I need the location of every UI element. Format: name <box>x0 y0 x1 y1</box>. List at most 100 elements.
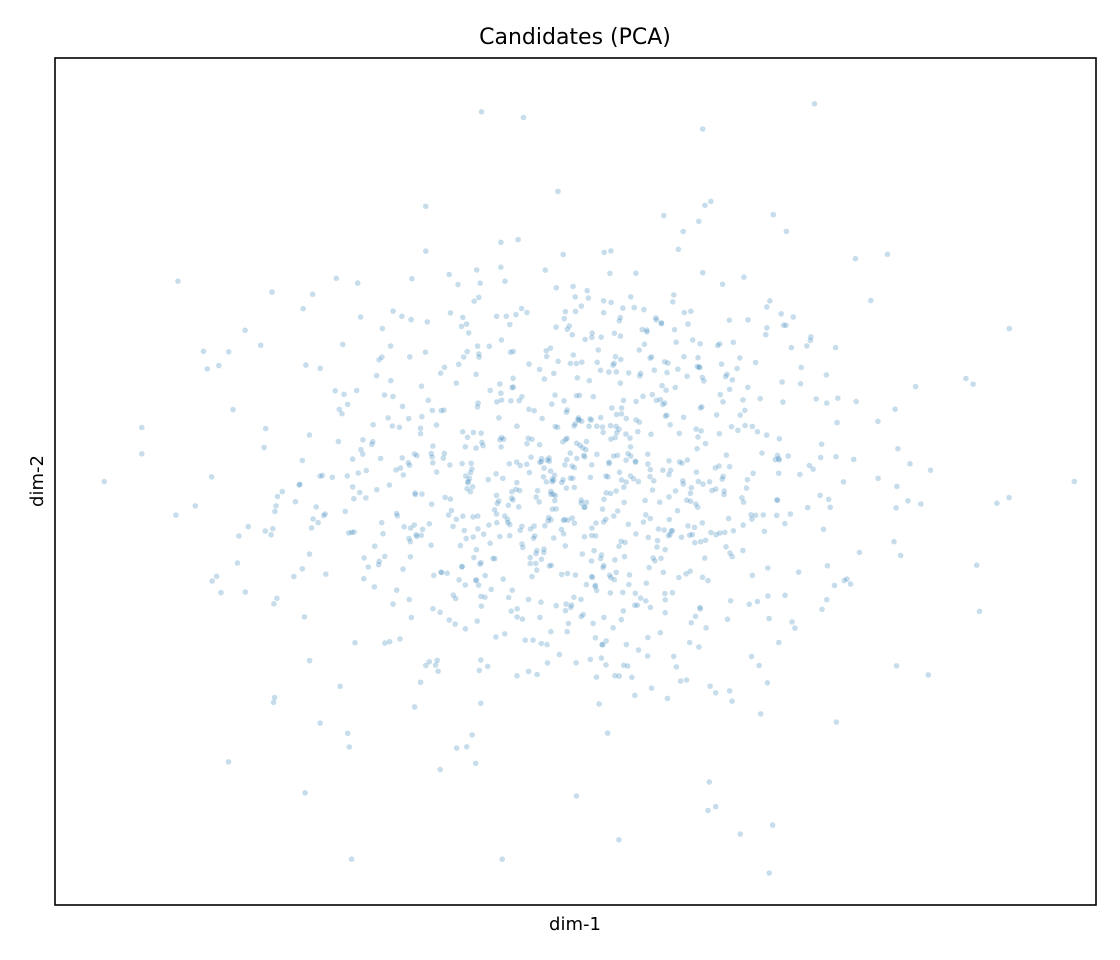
data-point <box>892 406 898 413</box>
data-point <box>603 490 609 496</box>
data-point <box>576 392 583 399</box>
data-point <box>621 662 627 669</box>
data-point <box>737 355 743 361</box>
data-point <box>575 416 581 423</box>
data-point <box>666 516 673 523</box>
data-point <box>831 582 838 589</box>
data-point <box>552 492 559 499</box>
data-point <box>329 474 336 481</box>
data-point <box>617 380 624 386</box>
data-point <box>428 501 435 508</box>
data-point <box>627 444 634 450</box>
data-point <box>533 560 539 567</box>
data-point <box>583 446 589 453</box>
data-point <box>583 499 590 506</box>
data-point <box>417 430 424 437</box>
data-point <box>661 527 667 533</box>
data-point <box>722 373 729 380</box>
data-point <box>242 589 249 595</box>
data-point <box>583 581 590 588</box>
data-point <box>614 508 621 514</box>
data-point <box>773 512 780 519</box>
data-point <box>536 499 542 505</box>
data-point <box>526 406 532 413</box>
data-point <box>895 445 901 452</box>
data-point <box>430 605 436 612</box>
data-point <box>646 564 652 571</box>
data-point <box>656 499 663 506</box>
data-point <box>694 445 700 452</box>
data-point <box>684 373 690 380</box>
data-point <box>242 327 248 334</box>
data-point <box>749 516 755 522</box>
data-point <box>648 685 655 691</box>
data-point <box>600 429 606 436</box>
data-point <box>466 475 473 482</box>
data-point <box>567 360 574 367</box>
data-point <box>399 313 405 320</box>
data-point <box>390 393 396 400</box>
data-point <box>473 371 479 378</box>
data-point <box>406 535 412 542</box>
data-point <box>470 429 477 436</box>
data-point <box>598 552 605 558</box>
data-point <box>446 271 453 278</box>
data-point <box>549 476 555 482</box>
data-point <box>437 609 443 616</box>
data-point <box>382 553 388 560</box>
data-point <box>759 450 765 456</box>
data-point <box>564 456 570 463</box>
data-point <box>574 375 581 381</box>
data-point <box>411 704 418 710</box>
data-point <box>390 601 396 607</box>
data-point <box>419 491 425 497</box>
data-point <box>708 529 714 536</box>
data-point <box>782 520 788 527</box>
data-point <box>616 837 622 843</box>
data-point <box>517 527 523 534</box>
data-point <box>578 596 584 603</box>
data-point <box>634 602 641 608</box>
data-point <box>789 619 795 625</box>
data-point <box>554 424 561 431</box>
data-point <box>537 614 543 621</box>
data-point <box>724 616 731 623</box>
data-point <box>381 392 388 398</box>
data-point <box>645 451 651 458</box>
data-point <box>760 512 767 518</box>
data-point <box>509 488 515 495</box>
data-point <box>455 361 462 368</box>
data-point <box>533 494 539 500</box>
data-point <box>726 463 733 470</box>
data-point <box>614 429 620 436</box>
data-point <box>722 529 728 536</box>
data-point <box>502 513 508 519</box>
data-point <box>612 672 618 679</box>
data-point <box>643 598 649 604</box>
data-point <box>728 423 735 430</box>
data-point <box>1071 478 1078 485</box>
data-point <box>561 398 567 404</box>
data-point <box>672 384 678 391</box>
data-point <box>498 397 505 404</box>
data-point <box>688 308 694 315</box>
data-point <box>579 551 586 557</box>
data-point <box>547 468 554 474</box>
data-point <box>721 488 727 494</box>
data-point <box>611 576 618 583</box>
data-point <box>697 538 704 545</box>
data-point <box>500 436 507 442</box>
data-point <box>478 593 484 600</box>
data-point <box>474 404 481 410</box>
data-point <box>626 572 633 578</box>
data-point <box>613 411 620 418</box>
data-point <box>594 451 600 458</box>
data-point <box>667 422 673 428</box>
data-point <box>697 604 703 611</box>
data-point <box>300 305 306 312</box>
data-point <box>653 317 660 323</box>
data-point <box>692 539 698 546</box>
data-point <box>607 422 614 429</box>
data-point <box>853 398 859 405</box>
data-point <box>600 564 606 571</box>
